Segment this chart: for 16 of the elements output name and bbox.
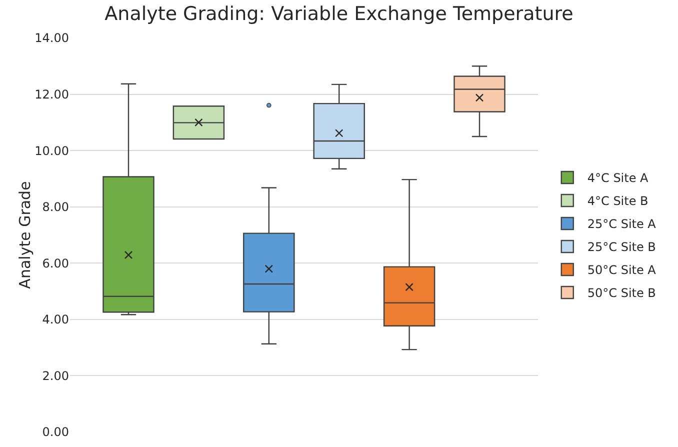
y-axis-title: Analyte Grade: [16, 181, 34, 289]
y-tick-label: 0.00: [42, 425, 69, 440]
y-tick-label: 14.00: [34, 31, 69, 46]
chart-title: Analyte Grading: Variable Exchange Temperature: [104, 3, 574, 26]
legend-label: 4°C Site A: [587, 171, 650, 186]
legend-label: 4°C Site B: [587, 194, 648, 208]
y-tick-label: 10.00: [34, 144, 69, 158]
legend-label: 25°C Site A: [587, 217, 657, 232]
y-tick-label: 2.00: [42, 368, 69, 383]
y-tick-label: 8.00: [42, 200, 69, 214]
legend-label: 50°C Site A: [587, 263, 657, 278]
legend-label: 25°C Site B: [587, 240, 656, 254]
y-tick-label: 6.00: [42, 256, 69, 270]
legend-label: 50°C Site B: [587, 286, 656, 300]
y-tick-label: 12.00: [34, 87, 69, 102]
y-tick-label: 4.00: [42, 312, 69, 327]
